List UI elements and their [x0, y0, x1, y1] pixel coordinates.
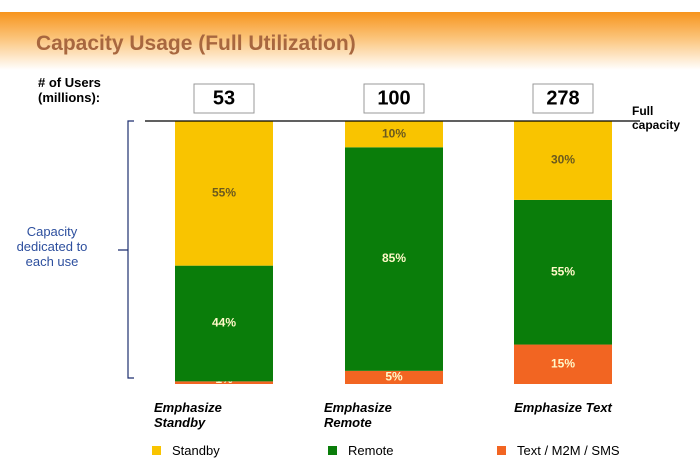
users-value: 100: [377, 87, 410, 109]
users-value: 278: [546, 87, 579, 109]
users-box: [193, 83, 255, 114]
legend-label: Remote: [348, 443, 394, 458]
bar-segment: [175, 121, 273, 266]
value-label: 55%: [212, 185, 236, 199]
value-label: 55%: [551, 264, 575, 278]
legend-swatch: [152, 446, 161, 455]
legend-label: Standby: [172, 443, 220, 458]
users-value: 53: [213, 87, 235, 109]
users-box: [532, 83, 594, 114]
bar-segment: [514, 199, 612, 345]
legend-swatch: [497, 446, 506, 455]
x-tick-label: Emphasize Remote: [324, 400, 392, 430]
annotation: Full capacity: [632, 104, 681, 132]
bar-segment: [345, 370, 443, 384]
value-label: 10%: [382, 126, 406, 140]
legend-swatch: [328, 446, 337, 455]
bar-segment: [345, 121, 443, 148]
x-tick-label: Emphasize Text: [514, 400, 612, 415]
value-label: 15%: [551, 356, 575, 370]
bar-segment: [514, 121, 612, 200]
bracket: [118, 120, 134, 379]
y-axis-label: Capacity dedicated to each use: [16, 224, 88, 269]
value-label: 30%: [551, 153, 575, 167]
chart-title: Capacity Usage (Full Utilization): [36, 32, 356, 55]
bar-segment: [175, 381, 273, 384]
legend-label: Text / M2M / SMS: [517, 443, 620, 458]
x-tick-label: Emphasize Standby: [154, 400, 222, 430]
bar-segment: [175, 265, 273, 382]
value-label: 5%: [385, 370, 403, 384]
header-band: [0, 12, 700, 70]
value-label: 44%: [212, 316, 236, 330]
bar-segment: [345, 147, 443, 371]
users-box: [363, 83, 425, 114]
users-label: # of Users (millions):: [38, 75, 101, 105]
bar-segment: [514, 344, 612, 384]
value-label: 85%: [382, 251, 406, 265]
